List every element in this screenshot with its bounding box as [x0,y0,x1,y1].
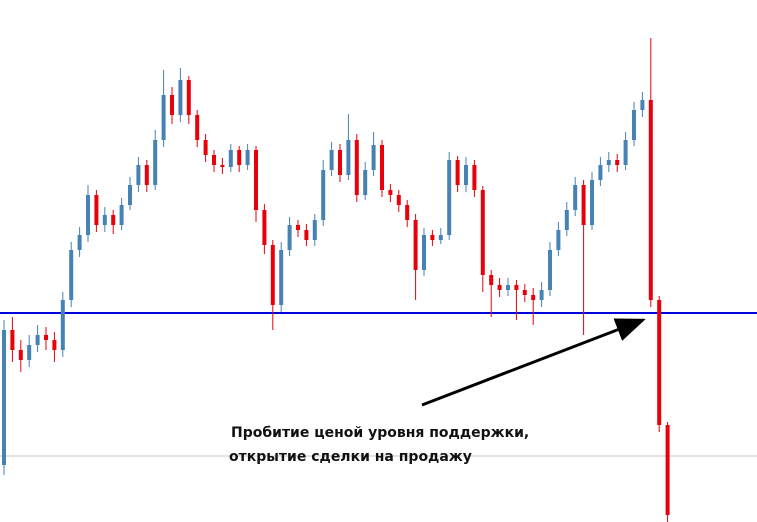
candle-body [438,235,443,240]
candle-body [77,235,82,250]
candle-body [279,250,284,305]
candle-body [396,195,401,205]
candle-body [413,220,418,270]
candle-body [254,150,258,210]
candle-body [186,80,191,115]
candle-body [472,165,477,190]
candle-body [203,140,208,155]
candle-body [632,110,636,140]
candle-body [581,185,586,225]
candle-body [447,160,452,235]
candle-body [10,330,15,350]
candle-body [531,295,536,300]
candle-body [648,100,653,300]
candle-body [111,215,116,225]
candle-body [506,285,510,290]
candle-body [237,150,242,165]
candle-body [287,225,292,250]
candle-body [2,330,6,465]
candle-body [329,150,334,170]
candle-body [144,165,149,185]
candle-body [86,195,90,235]
candle-body [35,335,40,345]
candle-body [304,230,309,240]
candle-body [522,290,527,295]
candle-body [598,165,603,180]
candles [2,38,670,522]
candle-body [640,100,645,110]
candle-body [564,210,569,230]
candle-body [312,220,317,240]
candle-body [18,350,23,360]
candle-body [94,195,99,225]
candle-body [212,155,216,165]
candle-body [430,235,435,240]
candle-body [590,180,594,225]
candle-body [464,165,468,185]
candle-body [371,145,376,170]
candle-body [136,165,141,185]
candle-body [354,140,359,195]
candle-body [153,140,158,185]
candle-body [539,290,544,300]
annotation: Пробитие ценой уровня поддержки, [231,425,529,441]
candle-body [388,190,393,195]
candle-body [44,335,48,340]
candle-body [489,275,494,285]
candle-body [422,235,426,270]
candle-body [128,185,132,205]
candle-body [380,145,384,190]
candle-body [606,160,611,165]
candle-body [161,95,166,140]
candle-body [245,150,250,165]
candle-body [497,285,502,290]
arrow [421,318,646,407]
candle-body [657,300,662,425]
candle-body [623,140,628,165]
candle-body [119,205,124,225]
candle-body [455,160,460,185]
candle-body [338,150,342,175]
candle-body [60,300,65,350]
candle-body [69,250,74,300]
candle-body [52,340,57,350]
candle-body [556,230,561,250]
candle-body [363,170,368,195]
candle-body [296,225,300,230]
candle-body [665,425,670,515]
candle-body [321,170,326,220]
candle-body [228,150,233,167]
level-lines [0,312,757,457]
candle-body [102,215,107,225]
candle-body [178,80,183,115]
candle-body [346,140,351,175]
candle-body [27,345,32,360]
candle-body [170,95,174,115]
candle-body [262,210,267,245]
candle-body [270,245,275,305]
candle-body [514,285,519,290]
candle-body [405,205,410,220]
candle-body [195,115,200,140]
candle-body [548,250,552,290]
candle-body [615,160,620,165]
candle-body [573,185,578,210]
candle-body [220,165,225,167]
annotation: открытие сделки на продажу [229,449,472,465]
candle-body [480,190,485,275]
